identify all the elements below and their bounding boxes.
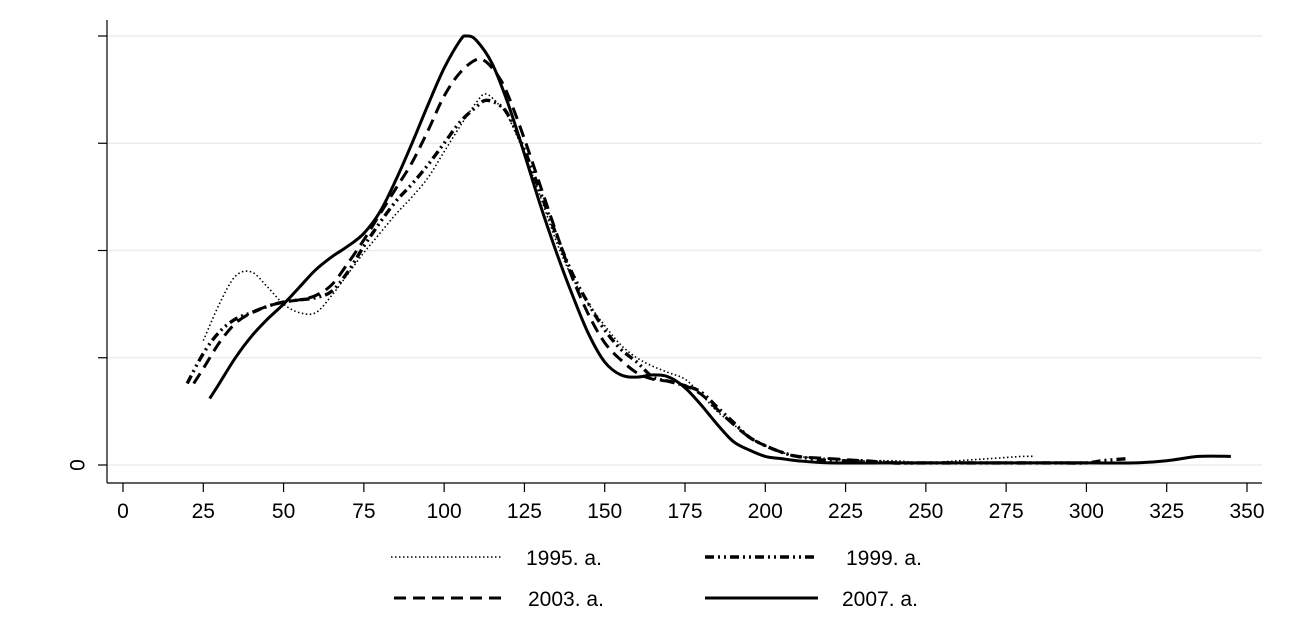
legend-label: 2003. a. <box>528 588 604 611</box>
series-lines <box>185 34 1231 465</box>
x-tick-label: 125 <box>507 500 542 523</box>
series-line-1999-a <box>185 98 1129 465</box>
legend-label: 1999. a. <box>846 547 922 570</box>
x-tick-label: 275 <box>989 500 1024 523</box>
x-tick-label: 0 <box>117 500 129 523</box>
legend: 1995. a. 1999. a. 2003. a. 2007. a. <box>391 547 922 611</box>
series-line-2007-a <box>208 34 1231 465</box>
legend-label: 2007. a. <box>842 588 918 611</box>
x-tick-label: 50 <box>272 500 295 523</box>
series-line-2003-a <box>192 57 1087 465</box>
axes: 0 0 25 50 75 100 125 150 175 200 225 250 275 300 325 35… <box>67 20 1265 523</box>
x-tick-label: 25 <box>192 500 215 523</box>
legend-label: 1995. a. <box>526 547 602 570</box>
grid-lines <box>107 35 1262 466</box>
x-tick-label: 225 <box>828 500 863 523</box>
x-tick-label: 325 <box>1149 500 1184 523</box>
x-tick-label: 150 <box>587 500 622 523</box>
x-tick-label: 250 <box>908 500 943 523</box>
x-tick-label: 175 <box>667 500 702 523</box>
x-tick-label: 100 <box>427 500 462 523</box>
x-tick-label: 300 <box>1069 500 1104 523</box>
y-tick-label: 0 <box>67 459 90 471</box>
x-tick-label: 75 <box>352 500 375 523</box>
x-tick-label: 350 <box>1229 500 1264 523</box>
x-tick-label: 200 <box>748 500 783 523</box>
